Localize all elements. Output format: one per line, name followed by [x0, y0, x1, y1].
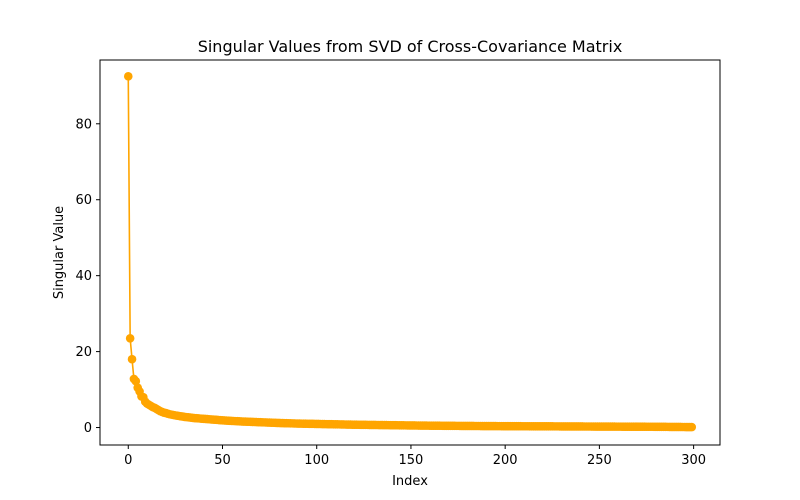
y-axis: 0 20 40 60 80 — [75, 117, 100, 436]
series-line — [127, 76, 692, 428]
data-point — [127, 354, 137, 364]
data-point — [131, 376, 141, 386]
x-tick-label: 50 — [214, 453, 231, 468]
chart-title: Singular Values from SVD of Cross-Covari… — [198, 37, 623, 56]
y-tick-label: 40 — [75, 269, 92, 284]
plot-frame — [99, 59, 721, 446]
y-tick-label: 0 — [84, 421, 92, 436]
x-tick-label: 100 — [304, 453, 329, 468]
plot-area — [123, 72, 697, 432]
data-point — [687, 422, 697, 432]
y-tick-label: 20 — [75, 345, 92, 360]
x-tick-label: 300 — [681, 453, 706, 468]
x-tick-label: 150 — [399, 453, 424, 468]
x-tick-label: 0 — [124, 453, 132, 468]
y-axis-label: Singular Value — [52, 206, 67, 299]
y-tick-label: 60 — [75, 193, 92, 208]
x-axis-label: Index — [392, 474, 428, 489]
x-tick-label: 250 — [587, 453, 612, 468]
data-point — [125, 334, 135, 343]
data-point — [123, 72, 133, 81]
x-tick-label: 200 — [493, 453, 518, 468]
x-axis: 0 50 100 150 200 250 300 — [124, 445, 706, 468]
y-tick-label: 80 — [75, 117, 92, 132]
